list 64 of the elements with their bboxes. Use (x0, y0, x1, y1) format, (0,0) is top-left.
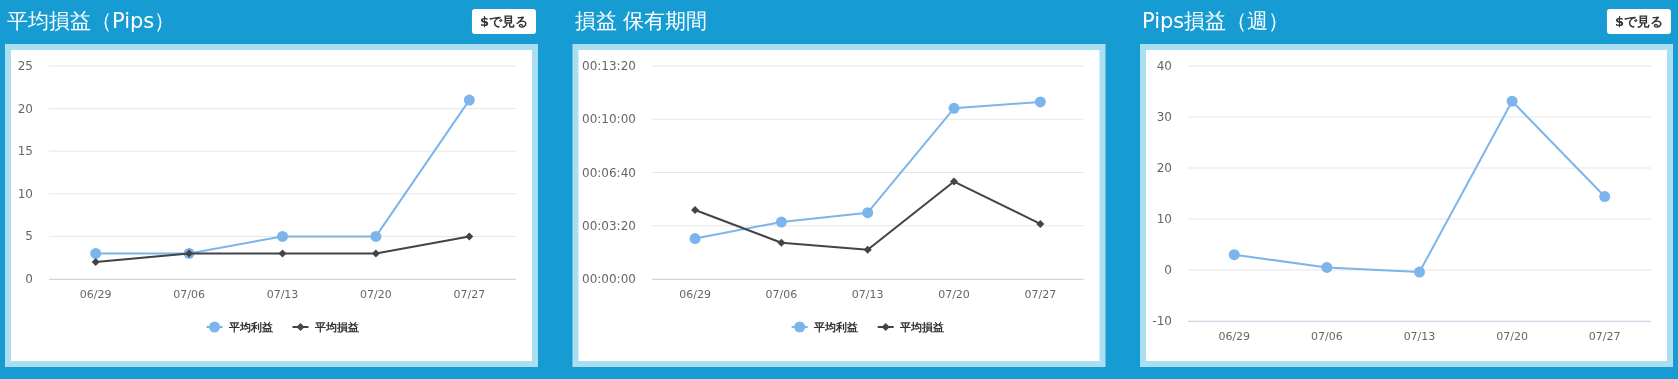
point (862, 207, 874, 219)
y-tick-label: 10 (1156, 212, 1172, 226)
x-tick-label: 07/06 (765, 288, 798, 301)
y-tick-label: 20 (1156, 161, 1172, 175)
legend-label: 平均利益 (227, 321, 273, 334)
point (91, 257, 100, 266)
x-tick-label: 07/27 (1024, 288, 1057, 301)
point (278, 249, 287, 258)
point (465, 232, 474, 241)
point (691, 206, 700, 215)
point (863, 245, 872, 254)
y-tick-label: 00:10:00 (582, 112, 636, 127)
point (277, 230, 288, 242)
y-tick-label: 00:06:40 (582, 165, 636, 180)
x-tick-label: 07/27 (1588, 330, 1621, 343)
point (948, 102, 960, 114)
y-tick-label: 25 (17, 59, 33, 73)
x-tick-label: 07/06 (173, 288, 205, 301)
y-tick-label: 40 (1156, 59, 1172, 73)
y-tick-label: 0 (25, 272, 33, 286)
point (370, 230, 382, 242)
text: $で見る (1614, 14, 1663, 29)
y-tick-label: 15 (17, 144, 33, 159)
point (775, 216, 787, 228)
x-tick-label: 07/20 (1496, 330, 1528, 343)
point (1034, 96, 1046, 108)
x-tick-label: 06/29 (79, 288, 112, 301)
point (371, 249, 380, 258)
point (90, 247, 102, 259)
point (1413, 266, 1425, 278)
y-tick-label: 20 (17, 101, 33, 116)
point (1036, 219, 1045, 228)
x-tick-label: 07/13 (1403, 330, 1436, 343)
chart-title: Pips損益（週） (1142, 9, 1290, 33)
x-tick-label: 07/06 (1311, 330, 1343, 343)
chart-title: 損益 保有期間 (574, 9, 708, 33)
y-tick-label: 5 (25, 229, 33, 244)
chart-title: 平均損益（Pips） (7, 9, 176, 33)
y-tick-label: 10 (17, 186, 33, 201)
point (777, 238, 786, 247)
point (1599, 191, 1611, 203)
legend-label: 平均損益 (313, 321, 359, 334)
x-tick-label: 07/13 (266, 288, 299, 301)
x-tick-label: 06/29 (1218, 330, 1251, 343)
x-tick-label: 07/27 (453, 288, 486, 301)
text: $で見る (479, 14, 528, 29)
y-tick-label: 00:13:20 (582, 59, 636, 73)
point (1506, 95, 1518, 107)
legend-label: 平均利益 (812, 321, 858, 334)
legend-label: 平均損益 (898, 321, 944, 334)
x-tick-label: 07/20 (938, 288, 970, 301)
x-tick-label: 07/20 (360, 288, 392, 301)
y-tick-label: 30 (1156, 110, 1172, 124)
point (950, 177, 959, 186)
point (689, 233, 701, 245)
y-tick-label: 00:03:20 (582, 218, 636, 233)
x-tick-label: 07/13 (851, 288, 884, 301)
point (1228, 249, 1240, 261)
y-tick-label: -10 (1152, 314, 1172, 328)
x-tick-label: 06/29 (679, 288, 711, 301)
y-tick-label: 00:00:00 (582, 272, 636, 286)
y-tick-label: 0 (1164, 263, 1172, 277)
point (1321, 261, 1333, 273)
point (463, 94, 475, 106)
